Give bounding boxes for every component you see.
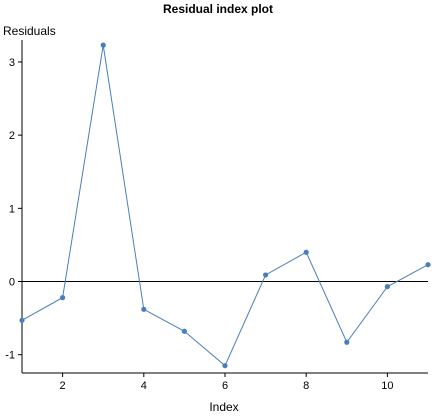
data-point: [344, 339, 350, 345]
axes: [21, 40, 428, 374]
chart-title: Residual index plot: [163, 2, 273, 16]
x-tick-label: 8: [303, 380, 309, 392]
y-tick-label: -1: [5, 350, 15, 362]
x-tick-label: 4: [141, 380, 147, 392]
data-point: [425, 262, 431, 268]
y-axis-label: Residuals: [3, 24, 56, 38]
ticks: -1 0 1 2 3 2 4 6 8 10: [5, 57, 393, 392]
plot-area: [19, 42, 431, 369]
x-tick-label: 2: [60, 380, 66, 392]
y-tick-label: 2: [9, 130, 15, 142]
x-tick-label: 10: [381, 380, 393, 392]
data-point: [222, 363, 228, 369]
data-point: [181, 328, 187, 334]
y-tick-label: 1: [9, 203, 15, 215]
data-point: [60, 295, 66, 301]
data-point: [100, 42, 106, 48]
data-point: [263, 272, 269, 278]
y-tick-label: 0: [9, 277, 15, 289]
data-point: [303, 249, 309, 255]
x-axis-label: Index: [209, 400, 238, 414]
data-point: [19, 317, 25, 323]
y-tick-label: 3: [9, 57, 15, 69]
data-point: [141, 306, 147, 312]
series-line: [21, 45, 429, 367]
x-tick-label: 6: [222, 380, 228, 392]
data-point: [384, 284, 390, 290]
